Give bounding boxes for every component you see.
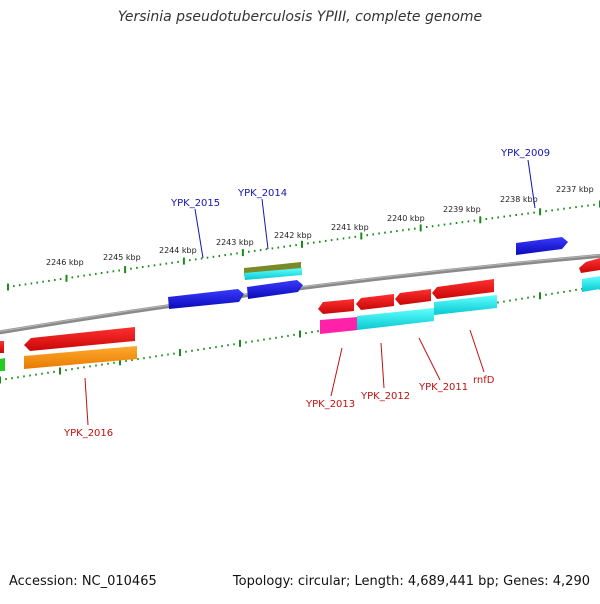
gene-label-rnfd[interactable]: rnfD xyxy=(473,375,495,386)
ruler-label: 2246 kbp xyxy=(46,258,84,267)
gene-labels: YPK_2015 YPK_2014 YPK_2009 YPK_2016 YPK_… xyxy=(63,148,550,439)
label-leaders xyxy=(84,159,536,426)
leader-ypk2016 xyxy=(84,377,89,426)
gene-ypk2014[interactable] xyxy=(247,280,303,299)
leader-ypk2015 xyxy=(194,208,204,259)
ruler-label: 2245 kbp xyxy=(103,253,141,262)
leader-ypk2013 xyxy=(330,347,343,397)
leader-ypk2012 xyxy=(380,342,385,389)
gene-cyan-feature[interactable] xyxy=(434,295,497,315)
gene-ypk2011[interactable] xyxy=(395,289,431,305)
ruler-labels: 2246 kbp 2245 kbp 2244 kbp 2243 kbp 2242… xyxy=(46,185,594,267)
leader-rnfd xyxy=(469,329,485,373)
gene-feature-cyan[interactable] xyxy=(244,268,302,280)
ruler-label: 2242 kbp xyxy=(274,231,312,240)
gene-label-ypk2016[interactable]: YPK_2016 xyxy=(63,428,113,439)
genome-summary-text: Topology: circular; Length: 4,689,441 bp… xyxy=(232,574,590,589)
gene-label-ypk2012[interactable]: YPK_2012 xyxy=(360,391,410,402)
reverse-genes xyxy=(0,276,600,371)
gene-ypk2012[interactable] xyxy=(356,294,394,310)
forward-genes xyxy=(168,237,600,309)
ruler-label: 2241 kbp xyxy=(331,223,369,232)
gene-ypk2013-feature[interactable] xyxy=(320,317,358,334)
gene-ypk2013[interactable] xyxy=(318,299,354,314)
gene-ypk2009[interactable] xyxy=(516,237,568,255)
gene-label-ypk2009[interactable]: YPK_2009 xyxy=(500,148,550,159)
ruler-label: 2244 kbp xyxy=(159,246,197,255)
leader-ypk2011 xyxy=(418,337,441,381)
gene-label-ypk2013[interactable]: YPK_2013 xyxy=(305,399,355,410)
outer-tick-ring xyxy=(7,200,600,291)
ruler-label: 2239 kbp xyxy=(443,205,481,214)
gene-ypk2016-feature[interactable] xyxy=(24,346,137,369)
leader-ypk2014 xyxy=(261,198,269,250)
gene-edge-green-left[interactable] xyxy=(0,358,5,371)
gene-label-ypk2015[interactable]: YPK_2015 xyxy=(170,198,220,209)
gene-edge-cyan-right[interactable] xyxy=(582,276,600,292)
ruler-label: 2238 kbp xyxy=(500,195,538,204)
gene-rnfd[interactable] xyxy=(432,279,494,299)
gene-label-ypk2014[interactable]: YPK_2014 xyxy=(237,188,287,199)
ruler-label: 2237 kbp xyxy=(556,185,594,194)
ruler-label: 2243 kbp xyxy=(216,238,254,247)
ruler-label: 2240 kbp xyxy=(387,214,425,223)
gene-edge-red-left[interactable] xyxy=(0,341,4,353)
gene-cyan-feature[interactable] xyxy=(357,308,434,330)
gene-ypk2015[interactable] xyxy=(168,289,244,309)
accession-text: Accession: NC_010465 xyxy=(9,574,157,589)
gene-label-ypk2011[interactable]: YPK_2011 xyxy=(418,382,468,393)
gene-ypk2016[interactable] xyxy=(24,327,135,351)
gene-edge-red-right[interactable] xyxy=(579,258,600,273)
page-title: Yersinia pseudotuberculosis YPIII, compl… xyxy=(117,9,483,25)
leader-ypk2009 xyxy=(527,159,536,209)
